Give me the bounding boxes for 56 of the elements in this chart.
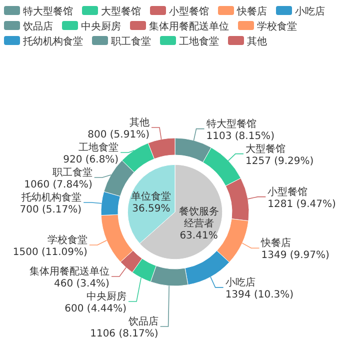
legend-label: 职工食堂 xyxy=(111,36,151,48)
data-label: 1060 (7.84%) xyxy=(24,179,92,190)
data-label: 1281 (9.47%) xyxy=(268,198,336,210)
data-label: 36.59% xyxy=(132,203,170,214)
legend-label: 中央厨房 xyxy=(81,20,121,32)
legend-label: 托幼机构食堂 xyxy=(22,36,83,48)
data-label: 1257 (9.29%) xyxy=(245,156,314,167)
legend: 大型餐馆 xyxy=(82,6,141,18)
slice-label: 特大型餐馆 xyxy=(206,118,256,130)
legend: 快餐店 xyxy=(218,6,267,18)
legend-label: 饮品店 xyxy=(22,20,53,32)
legend-label: 其他 xyxy=(247,36,267,48)
legend-label: 集体用餐配送单位 xyxy=(149,20,229,32)
slice-label: 其他 xyxy=(129,116,150,128)
legend-label: 大型餐馆 xyxy=(101,6,141,18)
slice-label: 工地食堂 xyxy=(78,141,119,154)
slice-label: 单位食堂 xyxy=(131,190,172,202)
legend: 其他 xyxy=(228,36,267,48)
data-label: 1500 (11.09%) xyxy=(12,246,88,258)
slice-label: 学校食堂 xyxy=(47,234,88,246)
legend: 职工食堂 xyxy=(92,36,151,48)
slice-label: 饮品店 xyxy=(127,316,158,328)
data-label: 1103 (8.15%) xyxy=(206,130,275,142)
legend-label: 学校食堂 xyxy=(257,20,297,32)
legend: 饮品店 xyxy=(4,21,53,32)
legend: 工地食堂 xyxy=(160,36,219,48)
legend: 特大型餐馆 xyxy=(4,6,73,18)
legend: 集体用餐配送单位 xyxy=(130,21,229,32)
slice-label: 托幼机构食堂 xyxy=(20,191,82,204)
data-label: 600 (4.44%) xyxy=(64,304,127,315)
data-label: 460 (3.4%) xyxy=(54,278,110,290)
slice-label: 餐饮服务经营者 xyxy=(178,206,219,230)
legend-label: 工地食堂 xyxy=(179,36,219,48)
data-label: 63.41% xyxy=(180,230,218,242)
slice-label: 小型餐馆 xyxy=(268,186,308,198)
slice-label: 集体用餐配送单位 xyxy=(29,266,110,278)
legend-label: 特大型餐馆 xyxy=(23,6,73,18)
legend-label: 小型餐馆 xyxy=(169,6,209,18)
legend: 中央厨房 xyxy=(62,21,121,32)
data-label: 800 (5.91%) xyxy=(88,129,150,140)
slice-label: 小吃店 xyxy=(225,276,256,288)
data-label: 920 (6.8%) xyxy=(63,154,119,166)
slice-label: 大型餐馆 xyxy=(245,142,286,155)
data-label: 700 (5.17%) xyxy=(20,204,82,216)
data-label: 1349 (9.97%) xyxy=(261,250,330,262)
legend: 小吃店 xyxy=(276,6,325,18)
slice-label: 快餐店 xyxy=(260,237,292,250)
legend: 托幼机构食堂 xyxy=(4,36,83,48)
data-label: 1106 (8.17%) xyxy=(90,328,158,340)
slice-label: 中央厨房 xyxy=(86,290,127,303)
slice-label: 职工食堂 xyxy=(52,166,92,178)
data-label: 1394 (10.3%) xyxy=(225,289,294,300)
legend-label: 快餐店 xyxy=(236,6,267,18)
legend: 小型餐馆 xyxy=(150,6,209,18)
legend-label: 小吃店 xyxy=(295,6,325,18)
legend: 学校食堂 xyxy=(238,21,297,32)
